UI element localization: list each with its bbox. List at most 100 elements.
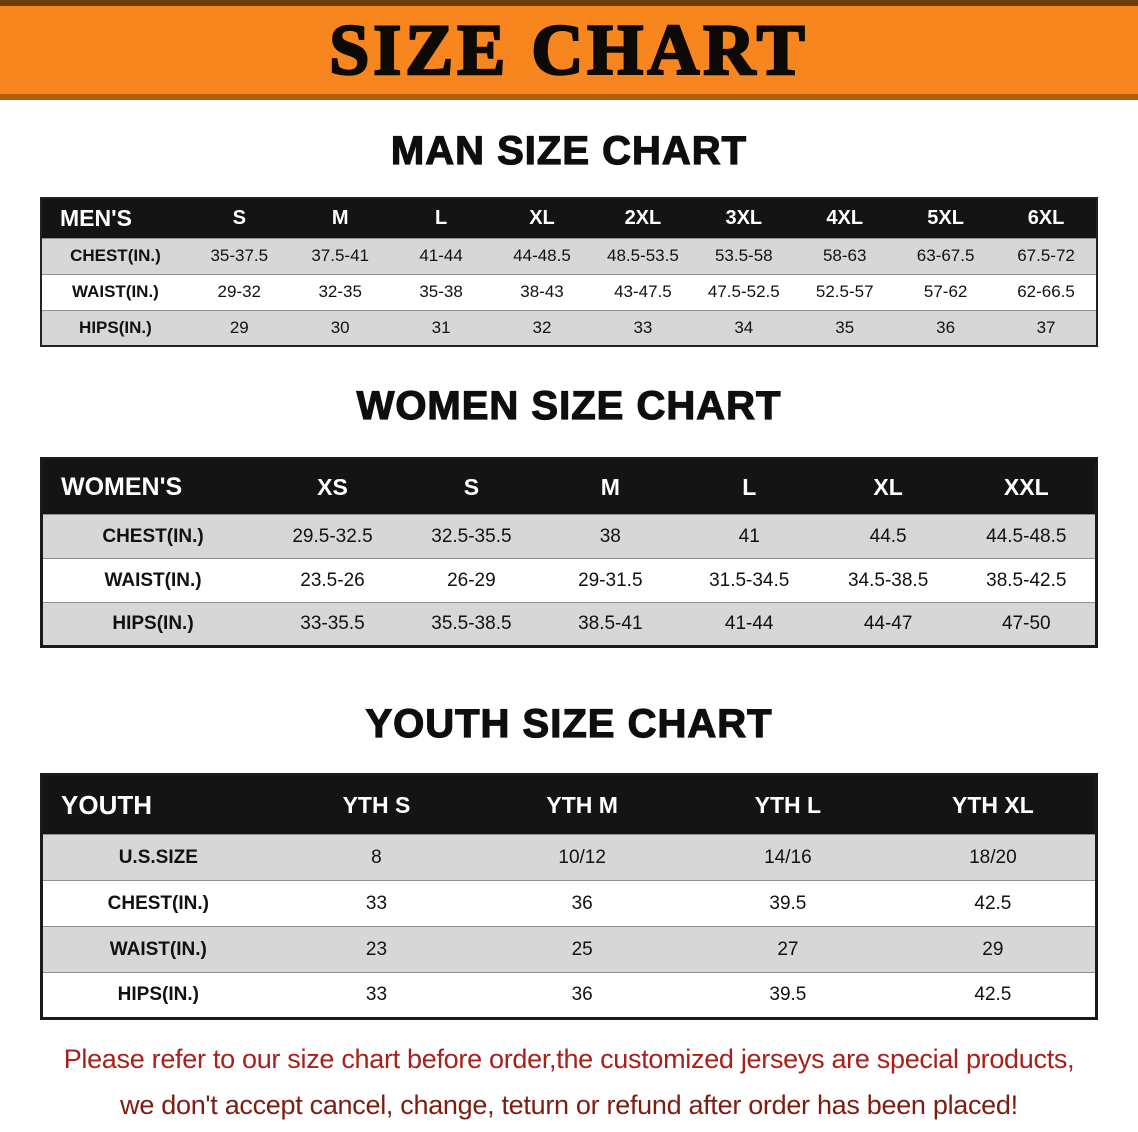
size-value: 43-47.5 xyxy=(614,282,672,301)
size-value: 38.5-42.5 xyxy=(986,569,1067,591)
size-value: 10/12 xyxy=(558,846,606,868)
size-value: 31.5-34.5 xyxy=(709,569,790,591)
table-row: U.S.SIZE 8 10/12 14/16 18/20 xyxy=(41,834,1097,881)
row-label: WAIST(IN.) xyxy=(71,282,159,301)
size-value: 42.5 xyxy=(974,984,1012,1005)
size-column-header: L xyxy=(390,198,492,238)
size-value: 32.5-35.5 xyxy=(431,525,512,547)
size-value: 25 xyxy=(571,938,593,960)
size-value: 47-50 xyxy=(1001,613,1051,634)
size-value: 26-29 xyxy=(447,569,496,591)
size-value: 27 xyxy=(777,938,799,960)
table-row: WAIST(IN.) 23 25 27 29 xyxy=(41,926,1097,973)
size-value: 32-35 xyxy=(318,282,362,301)
row-label: HIPS(IN.) xyxy=(112,613,194,634)
size-value: 33 xyxy=(365,892,388,914)
size-value: 29-31.5 xyxy=(578,569,643,591)
table-row: WAIST(IN.) 29-32 32-35 35-38 38-43 43-47.5 47.… xyxy=(41,274,1097,310)
footer-note-line1: Please refer to our size chart before or… xyxy=(63,1044,1075,1074)
table-row: CHEST(IN.) 35-37.5 37.5-41 41-44 44-48.5 48.5… xyxy=(41,238,1097,274)
size-chart-banner: SIZE CHART xyxy=(0,0,1138,100)
size-value: 37 xyxy=(1036,317,1056,337)
size-value: 33-35.5 xyxy=(300,613,365,634)
row-label: CHEST(IN.) xyxy=(107,892,209,914)
size-value: 38 xyxy=(599,525,621,547)
table-header-row: WOMEN'S XS S M L XL XXL xyxy=(41,458,1097,515)
size-value: 57-62 xyxy=(923,282,968,301)
row-label: CHEST(IN.) xyxy=(70,246,161,265)
row-label: U.S.SIZE xyxy=(118,846,198,868)
table-corner-label: MEN'S xyxy=(41,198,189,238)
size-value: 33 xyxy=(633,317,653,337)
size-value: 29-32 xyxy=(217,282,262,301)
size-value: 29.5-32.5 xyxy=(292,525,373,547)
footer-note-line2: we don't accept cancel, change, teturn o… xyxy=(120,1090,1018,1120)
size-value: 35-38 xyxy=(419,282,463,301)
size-value: 36 xyxy=(571,984,593,1005)
row-label: WAIST(IN.) xyxy=(104,569,202,591)
size-column-header: 3XL xyxy=(693,198,795,238)
size-value: 58-63 xyxy=(822,246,867,265)
size-value: 18/20 xyxy=(969,846,1017,868)
row-label: HIPS(IN.) xyxy=(117,984,199,1005)
youth-size-chart-section: YOUTH SIZE CHART YOUTH YTH S YTH M YTH L YTH… xyxy=(0,702,1138,1020)
size-column-header: YTH L xyxy=(685,774,891,835)
size-value: 34 xyxy=(734,317,754,337)
size-value: 29 xyxy=(229,317,249,337)
women-size-table: WOMEN'S XS S M L XL XXL CHEST(IN.) 29.5-32.5 32.5… xyxy=(40,457,1098,648)
size-column-header: XL xyxy=(818,458,958,515)
size-value: 41 xyxy=(738,525,760,547)
youth-size-table: YOUTH YTH S YTH M YTH L YTH XL U.S.SIZE 8 10/12… xyxy=(40,773,1098,1020)
size-value: 48.5-53.5 xyxy=(606,246,679,265)
size-value: 35.5-38.5 xyxy=(431,613,512,634)
size-value: 63-67.5 xyxy=(916,246,975,265)
size-value: 38-43 xyxy=(520,282,564,301)
table-row: CHEST(IN.) 29.5-32.5 32.5-35.5 38 41 44.5 44.5… xyxy=(41,514,1097,559)
size-value: 34.5-38.5 xyxy=(847,569,929,591)
size-value: 62-66.5 xyxy=(1017,282,1075,301)
size-value: 44-48.5 xyxy=(513,246,571,265)
size-value: 36 xyxy=(936,317,956,337)
row-label: HIPS(IN.) xyxy=(79,317,152,337)
size-column-header: XL xyxy=(491,198,593,238)
size-column-header: YTH XL xyxy=(890,774,1097,835)
size-column-header: YTH S xyxy=(273,774,480,835)
size-value: 23.5-26 xyxy=(300,569,365,591)
size-value: 35 xyxy=(835,317,855,337)
size-column-header: L xyxy=(679,458,819,515)
size-column-header: YTH M xyxy=(479,774,686,835)
table-row: HIPS(IN.) 29 30 31 32 33 34 35 36 37 xyxy=(41,310,1097,346)
size-column-header: S xyxy=(188,198,290,238)
size-value: 39.5 xyxy=(769,892,807,914)
size-value: 42.5 xyxy=(974,892,1012,914)
size-value: 39.5 xyxy=(769,984,807,1005)
table-row: CHEST(IN.) 33 36 39.5 42.5 xyxy=(41,880,1097,927)
section-heading-youth: YOUTH SIZE CHART xyxy=(365,702,773,746)
size-value: 67.5-72 xyxy=(1017,246,1075,265)
women-size-chart-section: WOMEN SIZE CHART WOMEN'S XS S M L XL XXL CHEST(… xyxy=(0,384,1138,648)
size-value: 33 xyxy=(365,984,388,1005)
size-value: 30 xyxy=(330,317,350,337)
section-heading-women: WOMEN SIZE CHART xyxy=(356,384,782,428)
size-value: 14/16 xyxy=(764,846,812,868)
row-label: CHEST(IN.) xyxy=(102,525,204,547)
size-value: 32 xyxy=(532,317,552,337)
size-value: 29 xyxy=(982,938,1004,960)
size-column-header: XXL xyxy=(957,458,1097,515)
size-value: 31 xyxy=(431,317,451,337)
table-row: HIPS(IN.) 33 36 39.5 42.5 xyxy=(41,972,1097,1019)
size-value: 35-37.5 xyxy=(210,246,269,265)
size-column-header: S xyxy=(401,458,541,515)
size-value: 52.5-57 xyxy=(815,282,874,301)
size-value: 38.5-41 xyxy=(578,613,643,634)
size-column-header: 5XL xyxy=(895,198,997,238)
table-header-row: YOUTH YTH S YTH M YTH L YTH XL xyxy=(41,774,1097,835)
table-row: WAIST(IN.) 23.5-26 26-29 29-31.5 31.5-34.5 34… xyxy=(41,558,1097,603)
table-corner-label: WOMEN'S xyxy=(41,458,264,515)
size-value: 41-44 xyxy=(419,246,463,265)
table-header-row: MEN'S S M L XL 2XL 3XL 4XL 5XL 6XL xyxy=(41,198,1097,238)
size-column-header: 6XL xyxy=(996,198,1097,238)
size-value: 36 xyxy=(571,892,593,914)
table-corner-label: YOUTH xyxy=(41,774,274,835)
size-column-header: XS xyxy=(263,458,402,515)
